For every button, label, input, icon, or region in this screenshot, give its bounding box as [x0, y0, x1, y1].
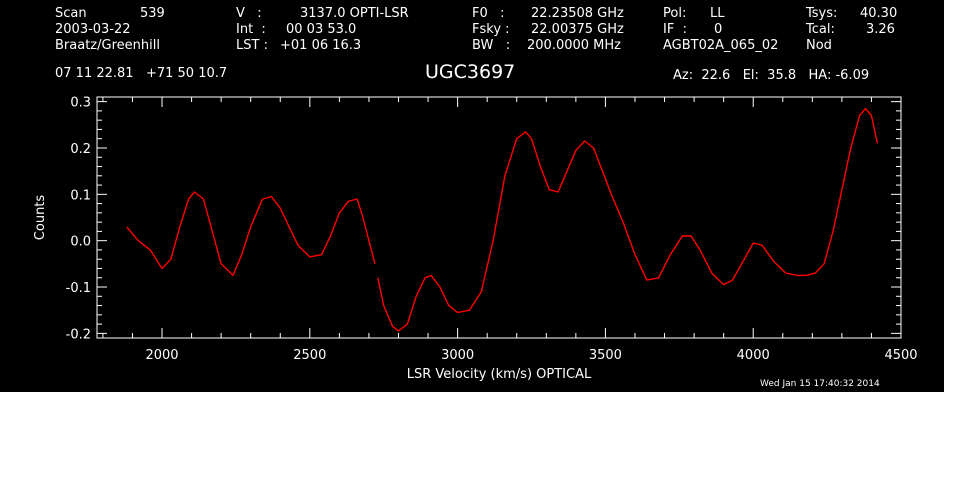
plot-panel	[0, 0, 944, 392]
if-value: 0	[714, 22, 723, 37]
f0-value: 22.23508 GHz	[531, 6, 624, 21]
int-value: 00 03 53.0	[286, 22, 357, 37]
x-axis-label: LSR Velocity (km/s) OPTICAL	[407, 367, 592, 382]
pol-label: Pol:	[663, 6, 687, 21]
source-name: UGC3697	[425, 61, 516, 83]
scan-value: 539	[140, 6, 165, 21]
lst-label: LST :	[236, 38, 268, 53]
x-tick-labels: 2000 2500 3000 3500 4000 4500	[145, 348, 917, 363]
scan-label: Scan	[55, 6, 87, 21]
tcal-value: 3.26	[866, 22, 895, 37]
axis-ticks	[97, 97, 902, 338]
int-label: Int :	[236, 22, 266, 37]
spectrum-chart: 2000 2500 3000 3500 4000 4500 -0.2 -0.1 0.0 0.1 0…	[33, 96, 918, 382]
observing-mode: Nod	[806, 38, 832, 53]
project-id: AGBT02A_065_02	[663, 38, 779, 53]
source-coordinates: 07 11 22.81 +71 50 10.7	[55, 66, 228, 81]
y-tick-label: -0.1	[66, 281, 91, 296]
az-el-ha: Az: 22.6 El: 35.8 HA: -6.09	[673, 68, 870, 83]
plot-frame	[96, 96, 902, 339]
observer-name: Braatz/Greenhill	[55, 38, 160, 53]
tcal-label: Tcal:	[806, 22, 835, 37]
x-tick-label: 3000	[441, 348, 474, 363]
bw-value: 200.0000 MHz	[527, 38, 621, 53]
y-tick-label: 0.1	[70, 188, 91, 203]
x-tick-label: 4000	[737, 348, 770, 363]
x-tick-label: 2500	[293, 348, 326, 363]
fsky-label: Fsky :	[472, 22, 510, 37]
spectrum-line-2	[377, 107, 879, 332]
spectrum-line-1	[126, 191, 376, 277]
y-tick-label: 0.3	[70, 96, 91, 111]
velocity-label: V :	[236, 6, 262, 21]
if-label: IF :	[663, 22, 687, 37]
fsky-value: 22.00375 GHz	[531, 22, 624, 37]
y-tick-label: 0.2	[70, 142, 91, 157]
spectrum-series	[126, 107, 879, 332]
observation-date: 2003-03-22	[55, 22, 131, 37]
tsys-label: Tsys:	[806, 6, 838, 21]
y-axis-label: Counts	[33, 195, 48, 241]
velocity-value: 3137.0 OPTI-LSR	[300, 6, 409, 21]
f0-label: F0 :	[472, 6, 505, 21]
bw-label: BW :	[472, 38, 511, 53]
x-tick-label: 3500	[589, 348, 622, 363]
x-tick-label: 4500	[884, 348, 917, 363]
tsys-value: 40.30	[860, 6, 898, 21]
plot-timestamp: Wed Jan 15 17:40:32 2014	[760, 379, 880, 389]
y-tick-label: -0.2	[66, 327, 91, 342]
x-tick-label: 2000	[145, 348, 178, 363]
y-tick-labels: -0.2 -0.1 0.0 0.1 0.2 0.3	[66, 96, 91, 343]
lst-value: +01 06 16.3	[280, 38, 362, 53]
pol-value: LL	[710, 6, 725, 21]
y-tick-label: 0.0	[70, 235, 91, 250]
